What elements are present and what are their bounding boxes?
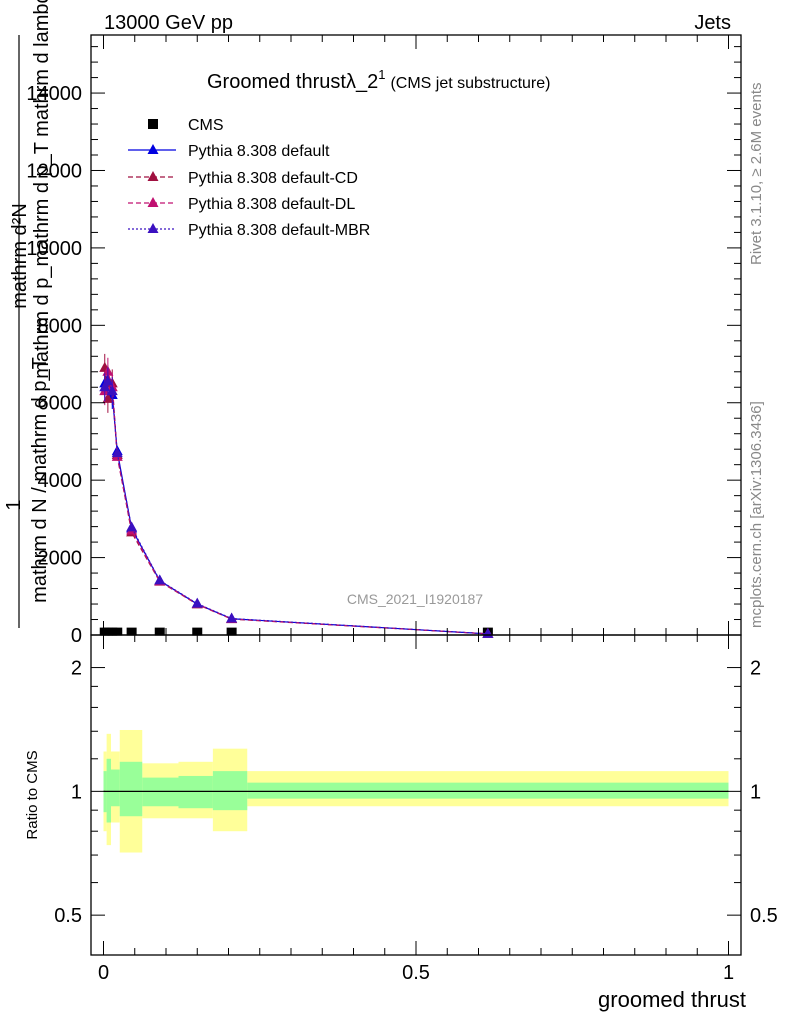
- main-plot-marks: [99, 353, 494, 638]
- ratio-axes: 0.5 0.5 1 1 2 2 0 0.5 1: [54, 635, 778, 984]
- ratio-band-inner: [119, 761, 143, 817]
- x-tick-label: 0: [98, 962, 109, 984]
- y-tick-label: 2000: [38, 548, 83, 570]
- series-point: [154, 574, 166, 585]
- ratio-y-tick-label: 1: [71, 781, 82, 803]
- ratio-plot-panel: 0.5 0.5 1 1 2 2 0 0.5 1 Ratio to CMS: [24, 634, 778, 984]
- y-tick-label: 14000: [26, 83, 82, 105]
- plot-title: Groomed thrustλ_21(CMS jet substructure): [207, 67, 550, 93]
- legend-label: CMS: [188, 117, 224, 134]
- cms-point: [126, 627, 137, 636]
- cms-point: [154, 627, 165, 636]
- legend: CMS Pythia 8.308 default Pythia 8.308 defa…: [128, 117, 370, 239]
- y-label-fraction-denominator: mathrm d N / mathrm d p_T: [29, 357, 51, 603]
- ratio-y-tick-label-right: 0.5: [750, 905, 778, 927]
- series-point: [226, 612, 238, 623]
- series-point: [191, 597, 203, 608]
- y-label-denominator: mathrm d p_mathrm d p_T mathrm d lambda: [31, 0, 53, 379]
- header-right: Jets: [694, 12, 731, 34]
- series-point: [102, 375, 114, 386]
- cms-point: [226, 627, 237, 636]
- legend-entry-2: Pythia 8.308 default-CD: [128, 170, 358, 187]
- y-label-numerator: mathrm d²N: [9, 203, 31, 309]
- series-point: [126, 521, 138, 532]
- legend-marker: [148, 119, 158, 129]
- legend-label: Pythia 8.308 default-DL: [188, 196, 355, 213]
- x-axis-label: groomed thrust: [598, 987, 746, 1012]
- series-line: [104, 380, 488, 635]
- y-tick-label: 6000: [38, 393, 83, 415]
- legend-entry-3: Pythia 8.308 default-DL: [128, 196, 355, 213]
- ratio-y-tick-label: 2: [71, 658, 82, 680]
- ratio-band-inner: [212, 771, 248, 811]
- legend-label: Pythia 8.308 default-CD: [188, 170, 358, 187]
- legend-entry-0: CMS: [148, 117, 224, 134]
- mcplots-label: mcplots.cern.ch [arXiv:1306.3436]: [748, 401, 765, 628]
- main-plot-panel: CMS_2021_I1920187 0 2000 4000 6000 8000 10000…: [3, 0, 742, 647]
- y-tick-label: 4000: [38, 470, 83, 492]
- series-point: [111, 447, 123, 458]
- legend-marker: [147, 223, 159, 233]
- y-tick-label: 12000: [26, 160, 82, 182]
- main-y-axis: 0 2000 4000 6000 8000 10000 12000 14000: [26, 35, 741, 647]
- y-tick-label: 8000: [38, 315, 83, 337]
- x-tick-label: 0.5: [402, 962, 430, 984]
- legend-marker: [147, 171, 159, 181]
- ratio-bands: [103, 729, 729, 853]
- ratio-band-inner: [111, 769, 120, 807]
- legend-label: Pythia 8.308 default: [188, 143, 330, 160]
- legend-entry-4: Pythia 8.308 default-MBR: [128, 222, 370, 239]
- legend-label: Pythia 8.308 default-MBR: [188, 222, 370, 239]
- legend-marker: [147, 197, 159, 207]
- cms-point: [112, 627, 123, 636]
- y-tick-label: 10000: [26, 238, 82, 260]
- x-tick-label: 1: [723, 962, 734, 984]
- ratio-y-tick-label-right: 1: [750, 781, 761, 803]
- ratio-band-inner: [106, 758, 111, 823]
- rivet-label: Rivet 3.1.10, ≥ 2.6M events: [748, 83, 765, 266]
- main-y-label: mathrm d²N mathrm d p_mathrm d p_T mathr…: [3, 0, 53, 628]
- analysis-watermark: CMS_2021_I1920187: [347, 591, 483, 607]
- series-point: [106, 385, 118, 396]
- ratio-band-inner: [178, 775, 213, 809]
- series-4: [99, 367, 494, 638]
- header-left: 13000 GeV pp: [104, 12, 233, 34]
- y-tick-label: 0: [71, 625, 82, 647]
- y-label-fraction-numerator: 1: [3, 499, 25, 510]
- ratio-y-tick-label: 0.5: [54, 905, 82, 927]
- legend-entry-1: Pythia 8.308 default: [128, 143, 330, 160]
- legend-marker: [147, 144, 159, 154]
- ratio-y-tick-label-right: 2: [750, 658, 761, 680]
- ratio-y-label: Ratio to CMS: [24, 750, 41, 839]
- ratio-band-inner: [247, 782, 729, 799]
